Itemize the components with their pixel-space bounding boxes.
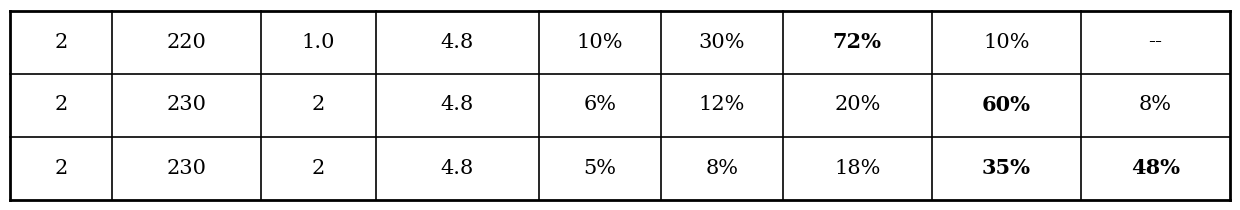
Text: --: -- bbox=[1148, 33, 1163, 51]
Text: 6%: 6% bbox=[583, 96, 616, 114]
Text: 8%: 8% bbox=[706, 159, 738, 177]
Text: 230: 230 bbox=[166, 159, 206, 177]
Text: 4.8: 4.8 bbox=[440, 33, 474, 51]
Text: 72%: 72% bbox=[833, 32, 882, 52]
Text: 35%: 35% bbox=[982, 158, 1030, 178]
Text: 2: 2 bbox=[311, 96, 325, 114]
Text: 30%: 30% bbox=[698, 33, 745, 51]
Text: 48%: 48% bbox=[1131, 158, 1180, 178]
Text: 2: 2 bbox=[311, 159, 325, 177]
Text: 5%: 5% bbox=[583, 159, 616, 177]
Text: 12%: 12% bbox=[698, 96, 745, 114]
Text: 4.8: 4.8 bbox=[440, 96, 474, 114]
Text: 1.0: 1.0 bbox=[301, 33, 335, 51]
Text: 8%: 8% bbox=[1140, 96, 1172, 114]
Text: 2: 2 bbox=[55, 96, 67, 114]
Text: 2: 2 bbox=[55, 159, 67, 177]
Text: 230: 230 bbox=[166, 96, 206, 114]
Text: 20%: 20% bbox=[835, 96, 880, 114]
Text: 10%: 10% bbox=[577, 33, 622, 51]
Text: 18%: 18% bbox=[835, 159, 880, 177]
Text: 2: 2 bbox=[55, 33, 67, 51]
Text: 220: 220 bbox=[166, 33, 206, 51]
Text: 60%: 60% bbox=[982, 95, 1030, 115]
Text: 10%: 10% bbox=[983, 33, 1029, 51]
Text: 4.8: 4.8 bbox=[440, 159, 474, 177]
